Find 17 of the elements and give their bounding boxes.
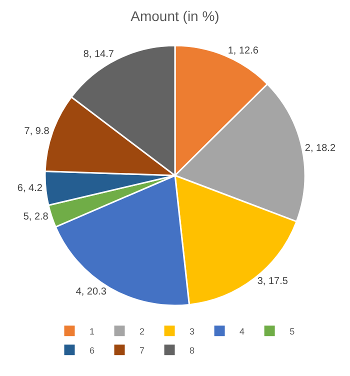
data-label: 8, 14.7 bbox=[83, 49, 114, 60]
data-label: 6, 4.2 bbox=[17, 182, 43, 194]
data-label: 1, 12.6 bbox=[228, 45, 259, 56]
legend-label: 3 bbox=[190, 326, 195, 336]
legend-label: 1 bbox=[90, 326, 95, 336]
legend-label: 6 bbox=[90, 345, 95, 356]
legend-label: 2 bbox=[140, 326, 145, 336]
data-label: 3, 17.5 bbox=[257, 276, 288, 288]
data-label: 5, 2.8 bbox=[23, 211, 49, 222]
legend-label: 4 bbox=[240, 326, 245, 336]
chart-title: Amount (in %) bbox=[130, 8, 220, 24]
legend-label: 5 bbox=[290, 326, 295, 336]
data-label: 4, 20.3 bbox=[76, 286, 107, 298]
data-label: 2, 18.2 bbox=[304, 142, 336, 154]
legend-label: 7 bbox=[140, 345, 145, 356]
legend-label: 8 bbox=[190, 345, 195, 356]
data-label: 7, 9.8 bbox=[24, 126, 50, 137]
